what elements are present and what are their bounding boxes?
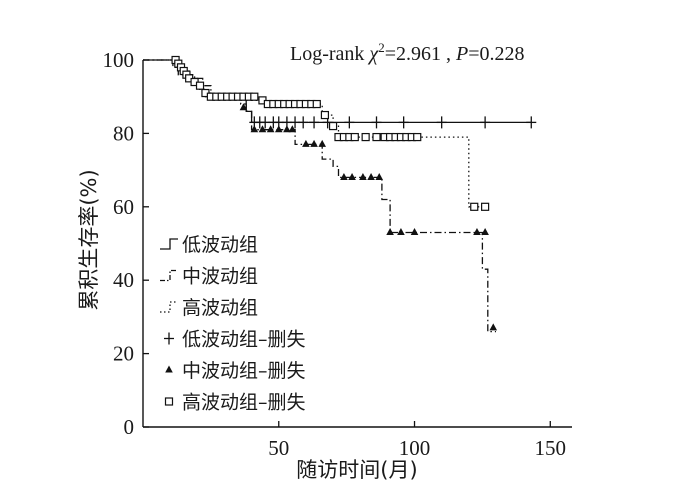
censor-mark-3 [195,81,205,90]
y-tick-label: 100 [103,48,135,72]
censor-mark-1 [309,116,320,129]
x-tick-label: 150 [535,436,567,460]
censor-mark-3 [350,132,359,142]
censor-mark-2 [481,227,489,235]
legend-marker-symbol [165,365,173,373]
legend-label: 中波动组 [182,266,258,288]
annot-prefix: Log-rank [290,43,369,65]
censor-mark-2 [397,227,405,235]
censor-mark-3 [413,132,422,142]
axes [142,60,572,428]
censor-mark-2 [340,172,348,180]
y-tick-label: 0 [124,415,135,439]
censor-marks-group [171,55,537,331]
series-line-2 [143,59,496,333]
censor-mark-2 [239,103,248,111]
censor-mark-2 [288,125,297,133]
censor-mark-3 [312,99,321,109]
censor-mark-1 [398,116,409,129]
legend-label: 低波动组 [182,234,258,256]
axis-ticks: 0 20 40 60 80 100 50 100 150 [103,48,567,460]
series-line-1 [143,59,532,124]
logrank-annotation: Log-rank χ2=2.961 , P=0.228 [290,40,525,65]
censor-mark-2 [266,125,275,133]
legend-item: 中波动组 [160,266,258,288]
censor-mark-2 [302,139,310,147]
legend-line-symbol [160,238,178,250]
annot-sup: 2 [378,40,385,55]
censor-mark-3 [250,92,259,101]
legend-marker-symbol [164,332,174,345]
censor-mark-2 [283,125,291,133]
censor-mark-3 [361,132,370,142]
censor-mark-2 [367,172,375,180]
censor-mark-2 [250,125,259,133]
censor-mark-1 [344,116,355,129]
x-axis-title: 随访时间(月) [296,458,417,482]
legend-item: 高波动组 [160,297,258,319]
x-tick-label: 50 [268,436,289,460]
censor-mark-1 [298,116,309,129]
censor-mark-3 [481,202,490,211]
censor-mark-2 [375,172,384,180]
legend-item: 高波动组–删失 [164,392,306,414]
censor-mark-2 [258,125,267,133]
censor-mark-1 [480,116,491,129]
censor-mark-2 [410,227,419,235]
annot-p-value: =0.228 [468,43,524,65]
censor-mark-2 [489,323,498,331]
legend-line-symbol [160,301,178,313]
censor-mark-2 [274,125,283,133]
legend-line-symbol [160,269,178,282]
censor-mark-2 [310,139,318,147]
censor-mark-3 [470,202,479,211]
legend-item: 低波动组 [160,234,258,256]
y-axis-title: 累积生存率(%) [77,169,101,310]
censor-mark-2 [359,172,367,180]
censor-mark-3 [328,121,338,131]
series-group [143,59,532,333]
censor-mark-1 [436,116,447,129]
y-tick-label: 20 [113,342,134,366]
y-tick-label: 40 [113,268,134,292]
censor-mark-2 [348,172,356,180]
censor-mark-2 [318,139,327,147]
legend-label: 高波动组–删失 [182,392,306,414]
annot-p: P [455,43,468,65]
annot-stat: =2.961 , [385,43,456,65]
legend-marker-symbol [164,397,174,406]
x-tick-label: 100 [399,436,431,460]
legend-label: 低波动组–删失 [182,329,306,351]
censor-mark-3 [372,132,381,142]
legend-label: 中波动组–删失 [182,360,306,382]
legend-item: 中波动组–删失 [165,360,306,382]
y-tick-label: 60 [113,195,134,219]
annot-chi: χ [367,43,379,65]
censor-mark-2 [473,227,481,235]
censor-mark-3 [320,110,330,120]
censor-mark-1 [526,116,537,129]
y-tick-label: 80 [113,121,134,145]
censor-mark-2 [386,227,394,235]
legend-label: 高波动组 [182,297,258,319]
legend-item: 低波动组–删失 [164,329,306,351]
censor-mark-1 [371,116,382,129]
